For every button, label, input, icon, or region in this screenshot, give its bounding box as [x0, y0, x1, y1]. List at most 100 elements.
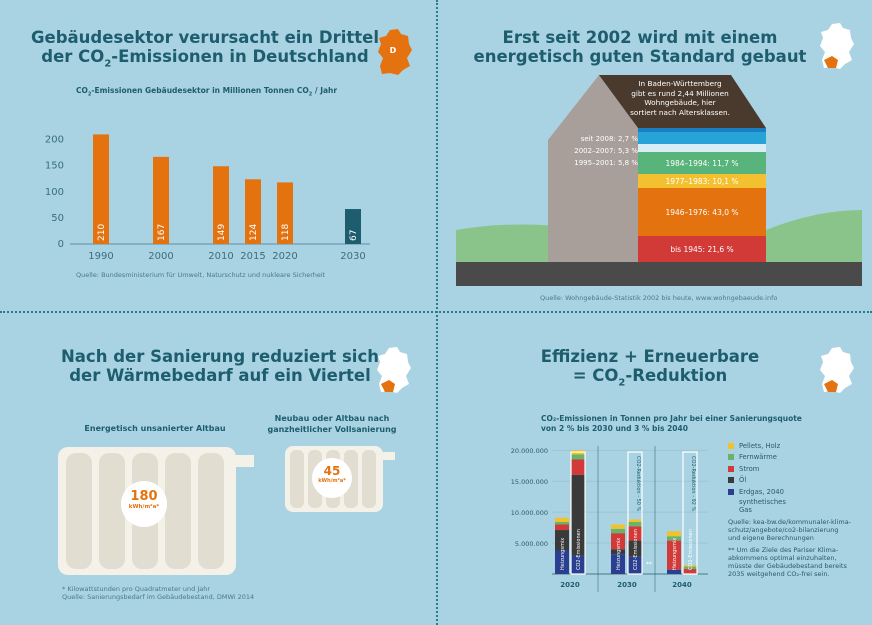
stack-segment [611, 533, 625, 550]
building-age-layer [638, 174, 766, 188]
reduction-label: CO2-Reduktion - 92 % [690, 456, 696, 511]
building-age-layer [638, 128, 766, 132]
column-label: CO2-Emissionen [576, 529, 582, 570]
legend-item: Öl [728, 475, 786, 487]
building-age-layer [638, 236, 766, 262]
x-tick-label: 2020 [272, 251, 297, 262]
legend-swatch [728, 465, 734, 472]
stack-segment [571, 459, 585, 475]
stack-segment [555, 550, 569, 574]
column-label: Heizungsmix [616, 538, 622, 570]
bar-value-label: 210 [97, 224, 107, 241]
building-age-layer [638, 144, 766, 152]
q1-bar-chart: 0 50 100 150 200 210 1990 167 2000 149 2010 124 2015… [45, 134, 370, 262]
legend-swatch [728, 477, 734, 484]
stack-segment [667, 540, 681, 570]
bar-value-label: 167 [157, 224, 167, 241]
stack-segment [555, 530, 569, 551]
x-tick-label: 2030 [617, 581, 637, 589]
heat-demand-badge-large: 180 kWh/m²a* [121, 481, 167, 527]
q4-title: Effizienz + Erneuerbare = CO2-Reduktion [540, 347, 760, 389]
q4-source: Quelle: kea-bw.de/kommunaler-klima- schu… [728, 518, 852, 578]
layer-label: bis 1945: 21,6 % [670, 245, 733, 254]
germany-map-icon-q1: D [378, 29, 412, 75]
y-tick-label: 100 [45, 187, 64, 198]
x-tick-label: 2015 [240, 251, 265, 262]
legend-item: Pellets, Holz [728, 440, 786, 452]
q1-title: Gebäudesektor verursacht ein Drittel der… [30, 28, 380, 70]
building-age-layer [638, 132, 766, 144]
layer-label: 1977–1983: 10,1 % [665, 177, 738, 186]
legend-label: Pellets, Holz [739, 441, 781, 450]
stack-segment [555, 522, 569, 525]
q2-title: Erst seit 2002 wird mit einem energetisc… [473, 28, 807, 66]
legend-label: Fernwärme [739, 453, 777, 462]
stack-segment [611, 524, 625, 529]
radiator-left-caption: Energetisch unsanierter Altbau [84, 424, 226, 433]
column-label: Heizungsmix [560, 538, 566, 570]
y-tick-label: 150 [45, 161, 64, 172]
q4-legend: Pellets, Holz Fernwärme Strom Öl Erdgas, 204… [728, 440, 786, 514]
bar-value-label: 124 [249, 224, 259, 241]
y-tick-label: 200 [45, 135, 64, 146]
reduction-label: CO2-Reduktion - 50 % [635, 456, 641, 511]
layer-label: 1946–1976: 43,0 % [665, 208, 738, 217]
stack-segment [628, 526, 642, 541]
baden-wuerttemberg-map-icon-q2 [820, 23, 854, 69]
legend-swatch [728, 488, 734, 495]
x-tick-label: 2000 [148, 251, 173, 262]
legend-swatch [728, 454, 734, 461]
bar [93, 134, 109, 244]
house-roof [599, 75, 766, 128]
column-label: CO2-Emissionen [688, 529, 694, 570]
wall-labels: seit 2008: 2,7 % 2002–2007: 5,3 % 1995–2… [574, 135, 638, 167]
legend-swatch [728, 442, 734, 449]
x-tick-label: 2030 [340, 251, 365, 262]
x-tick-label: 2020 [560, 581, 580, 589]
reduction-outline [682, 451, 698, 575]
stack-segment [628, 540, 642, 557]
y-tick-label: 5.000.000 [515, 540, 548, 548]
stack-segment [555, 524, 569, 531]
stack-segment [683, 569, 697, 574]
stack-segment [555, 517, 569, 522]
y-tick-label: 15.000.000 [511, 478, 548, 486]
roof-text: In Baden-Württemberg gibt es rund 2,44 M… [630, 79, 730, 117]
layer-label: 1984–1994: 11,7 % [665, 159, 738, 168]
q1-chart-label: CO2-Emissionen Gebäudesektor in Millione… [76, 86, 338, 98]
svg-text:D: D [390, 46, 397, 55]
legend-item: Fernwärme [728, 452, 786, 464]
reduction-outline [627, 451, 643, 575]
stack-segment [611, 554, 625, 574]
double-star: ** [646, 561, 652, 568]
bar-value-label: 149 [217, 224, 227, 241]
q4-chart-title: CO₂-Emissionen in Tonnen pro Jahr bei ei… [541, 414, 802, 433]
stack-segment [611, 549, 625, 555]
y-tick-label: 20.000.000 [511, 447, 548, 455]
legend-item: Erdgas, 2040 [728, 486, 786, 498]
house-side-wall [548, 75, 638, 262]
baseline-outline [570, 451, 586, 575]
stack-segment [628, 556, 642, 574]
column-label: CO2-Emissionen [633, 529, 639, 570]
stack-segment [611, 528, 625, 534]
baden-wuerttemberg-map-icon-q4 [820, 347, 854, 393]
stack-segment [667, 531, 681, 537]
bar-value-label: 118 [281, 224, 291, 241]
building-age-layer [638, 188, 766, 236]
stack-segment [683, 565, 697, 567]
q3-footnote: * Kilowattstunden pro Quadratmeter und J… [62, 585, 255, 601]
legend-label: Strom [739, 464, 760, 473]
stack-segment [628, 519, 642, 522]
stack-segment [667, 536, 681, 541]
column-label: Heizungsmix [672, 538, 678, 570]
horizontal-divider [0, 311, 872, 313]
x-tick-label: 2010 [208, 251, 233, 262]
stack-segment [571, 454, 585, 460]
legend-item: Strom [728, 463, 786, 475]
stack-segment [571, 474, 585, 556]
stack-segment [571, 555, 585, 574]
house-graphic: 1984–1994: 11,7 % 1977–1983: 10,1 % 1946–1… [456, 75, 862, 286]
stack-segment [683, 566, 697, 570]
bar-value-label: 67 [349, 230, 359, 241]
